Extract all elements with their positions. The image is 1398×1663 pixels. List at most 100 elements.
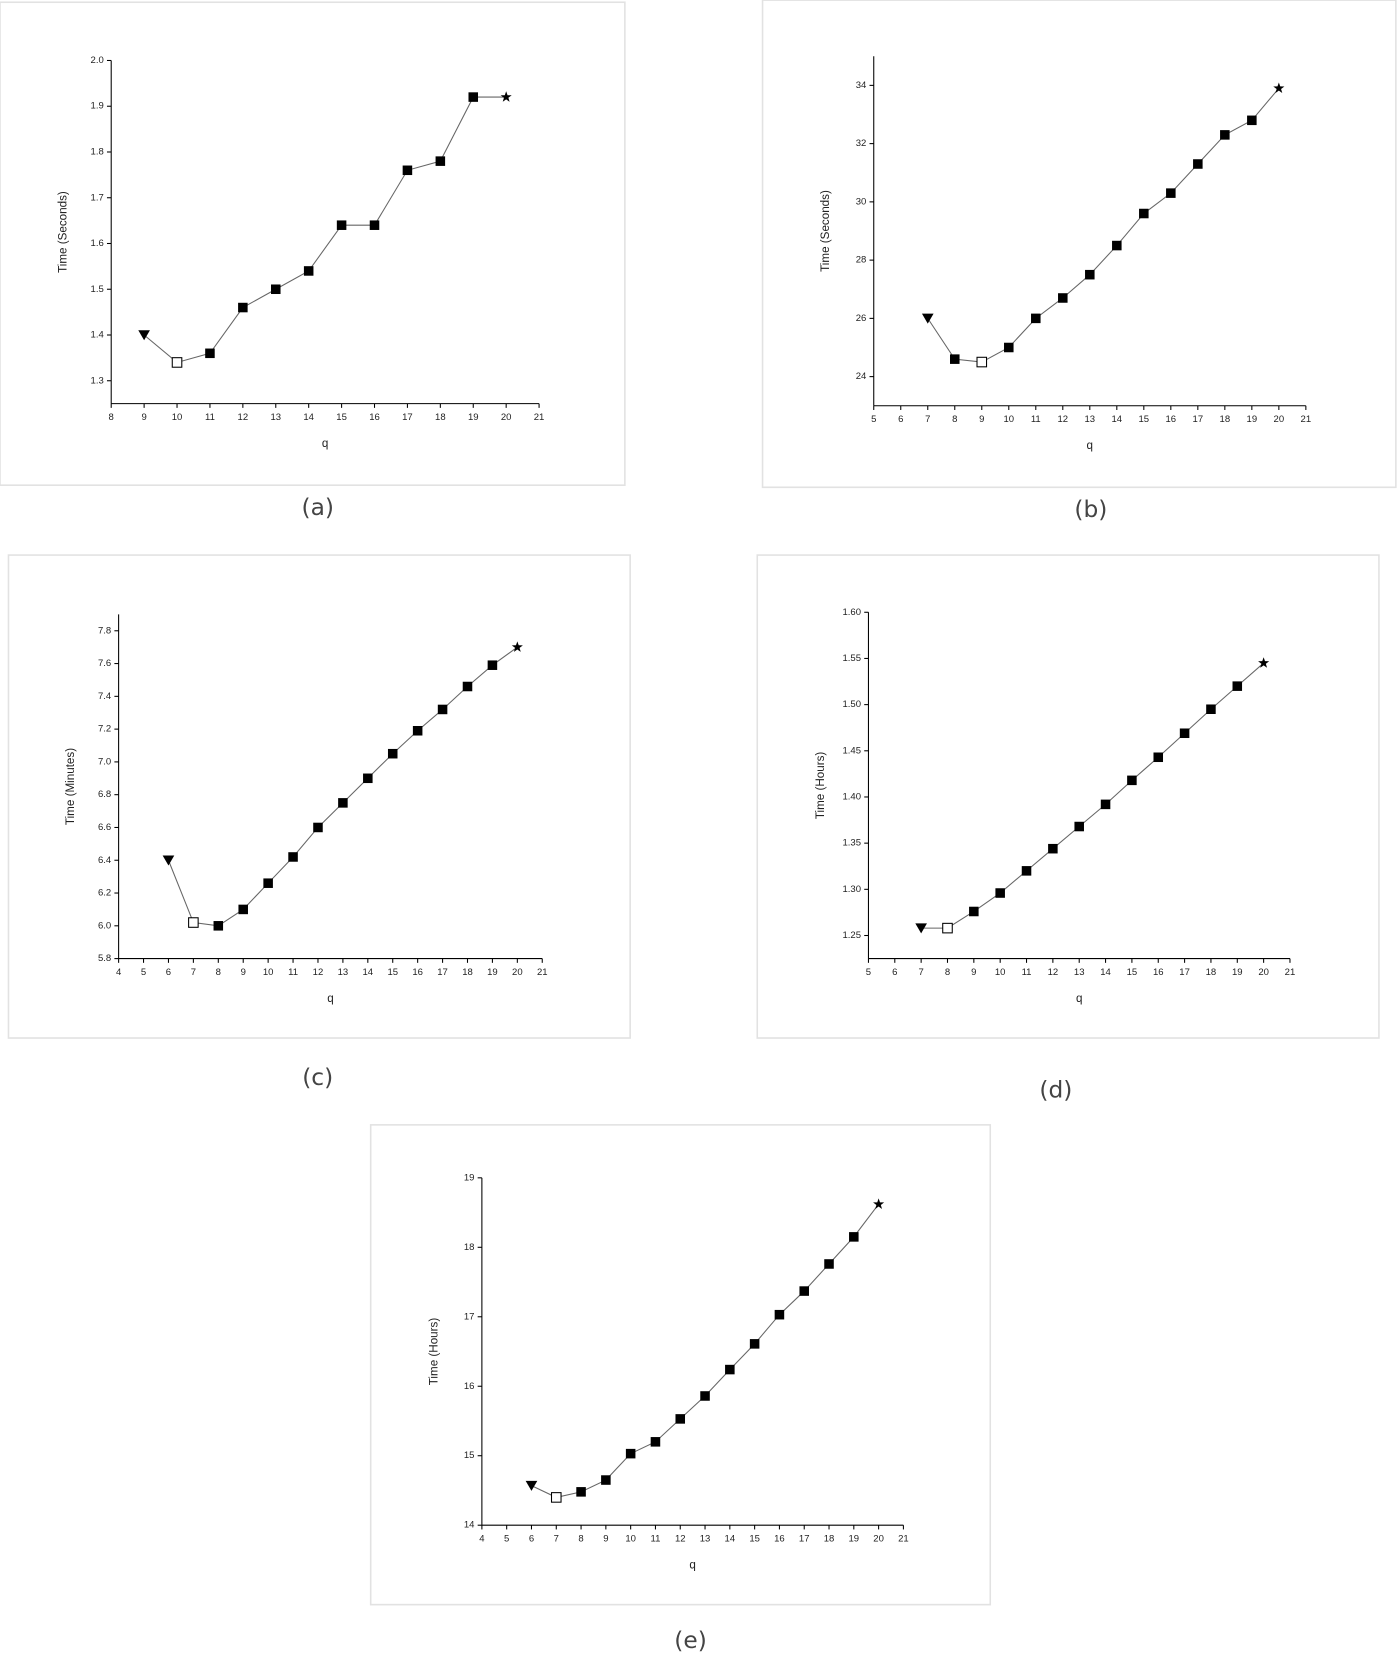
x-tick-label: 13: [1085, 414, 1096, 425]
marker-square: [1179, 728, 1190, 739]
y-tick-label: 1.30: [843, 884, 862, 895]
marker-star: [511, 641, 523, 652]
y-tick-label: 7.8: [98, 625, 111, 636]
marker-square: [338, 798, 348, 808]
y-tick-label: 6.8: [98, 789, 111, 800]
marker-square: [1127, 775, 1137, 786]
marker-square: [1193, 159, 1203, 169]
y-tick-label: 19: [464, 1172, 475, 1183]
panel-frame: [761, 0, 1397, 489]
x-tick-label: 11: [205, 412, 215, 423]
chart-panel: 4 5 6 7 8 9 10 11 12 13 14 15 16 17 18 19 20 21 5.8 6.0 6.2 6…: [7, 554, 631, 1091]
x-tick-label: 6: [166, 967, 171, 978]
x-tick-label: 14: [363, 967, 374, 978]
x-tick-label: 4: [479, 1533, 485, 1544]
x-tick-label: 17: [437, 967, 448, 978]
x-tick-label: 8: [945, 967, 950, 978]
marker-square: [969, 906, 979, 917]
y-tick-label: 6.2: [98, 888, 111, 899]
marker-square: [487, 660, 498, 670]
y-tick-label: 7.0: [98, 756, 111, 767]
x-tick-label: 11: [1031, 414, 1041, 425]
y-tick-label: 1.25: [843, 930, 862, 941]
marker-square: [238, 302, 248, 313]
y-tick-label: 32: [856, 138, 867, 149]
x-tick-label: 15: [336, 412, 347, 423]
x-tick-label: 16: [1153, 967, 1164, 978]
x-tick-label: 7: [925, 414, 930, 425]
x-tick-label: 10: [1003, 414, 1014, 425]
marker-square: [1206, 704, 1216, 715]
marker-square: [700, 1391, 710, 1401]
x-axis-label: q: [1087, 439, 1093, 452]
marker-open-square: [976, 356, 988, 368]
marker-square: [288, 852, 298, 862]
x-tick-label: 5: [871, 414, 876, 425]
marker-star: [1273, 82, 1285, 93]
marker-square: [799, 1286, 809, 1296]
x-tick-label: 9: [971, 967, 976, 978]
x-tick-label: 16: [412, 967, 423, 978]
x-tick-label: 20: [512, 967, 523, 978]
x-tick-label: 12: [675, 1533, 686, 1544]
x-tick-label: 20: [1258, 967, 1269, 978]
marker-square: [1232, 681, 1243, 691]
x-tick-label: 19: [1247, 414, 1258, 425]
marker-square: [213, 921, 224, 931]
marker-square: [1247, 115, 1257, 126]
y-tick-label: 7.6: [98, 658, 111, 669]
marker-square: [435, 156, 446, 166]
marker-square: [1058, 293, 1068, 303]
x-tick-label: 11: [1022, 967, 1032, 978]
x-tick-label: 21: [898, 1533, 909, 1544]
x-tick-label: 7: [554, 1533, 559, 1544]
marker-square: [601, 1475, 611, 1485]
x-tick-label: 21: [1301, 414, 1312, 425]
y-tick-label: 1.7: [91, 192, 104, 203]
x-tick-label: 6: [892, 967, 897, 978]
x-tick-label: 12: [313, 967, 324, 978]
y-axis-label: Time (Seconds): [57, 191, 70, 273]
x-tick-label: 21: [1285, 967, 1296, 978]
y-tick-label: 7.2: [98, 724, 111, 735]
marker-square: [995, 888, 1005, 898]
x-tick-label: 16: [774, 1533, 785, 1544]
marker-square: [313, 822, 323, 833]
y-tick-label: 6.4: [98, 855, 112, 866]
x-tick-label: 4: [116, 967, 122, 978]
x-tick-label: 5: [141, 967, 146, 978]
y-axis-label: Time (Hours): [814, 752, 827, 820]
x-tick-label: 13: [270, 412, 281, 423]
y-tick-label: 1.3: [91, 375, 104, 386]
marker-square: [675, 1414, 686, 1424]
panel-frame: [0, 1, 626, 486]
x-tick-label: 17: [1179, 967, 1190, 978]
x-tick-label: 9: [603, 1533, 608, 1544]
marker-square: [387, 748, 398, 759]
marker-square: [950, 354, 960, 364]
x-tick-label: 7: [191, 967, 196, 978]
x-tick-label: 16: [369, 412, 380, 423]
marker-square: [1074, 821, 1084, 832]
x-tick-label: 15: [1127, 967, 1138, 978]
marker-star: [873, 1198, 885, 1209]
marker-triangle: [915, 923, 927, 934]
y-tick-label: 1.60: [843, 607, 862, 618]
y-axis-label: Time (Hours): [427, 1318, 440, 1386]
marker-square: [1139, 208, 1149, 219]
x-tick-label: 10: [263, 967, 274, 978]
marker-square: [1112, 240, 1122, 251]
marker-square: [205, 348, 215, 359]
y-tick-label: 1.9: [91, 101, 104, 112]
marker-triangle: [525, 1480, 538, 1491]
y-axis-label: Time (Minutes): [64, 748, 77, 825]
chart-panel: 8 9 10 11 12 13 14 15 16 17 18 19 20 21 1.3 1.4 1.5 1.6 1.…: [0, 1, 626, 521]
y-tick-label: 7.4: [98, 691, 112, 702]
x-tick-label: 21: [534, 412, 545, 423]
marker-open-square: [171, 357, 183, 368]
y-tick-label: 17: [464, 1311, 475, 1322]
panel-frame: [7, 554, 631, 1039]
marker-open-square: [942, 922, 953, 934]
x-tick-label: 11: [651, 1533, 661, 1544]
